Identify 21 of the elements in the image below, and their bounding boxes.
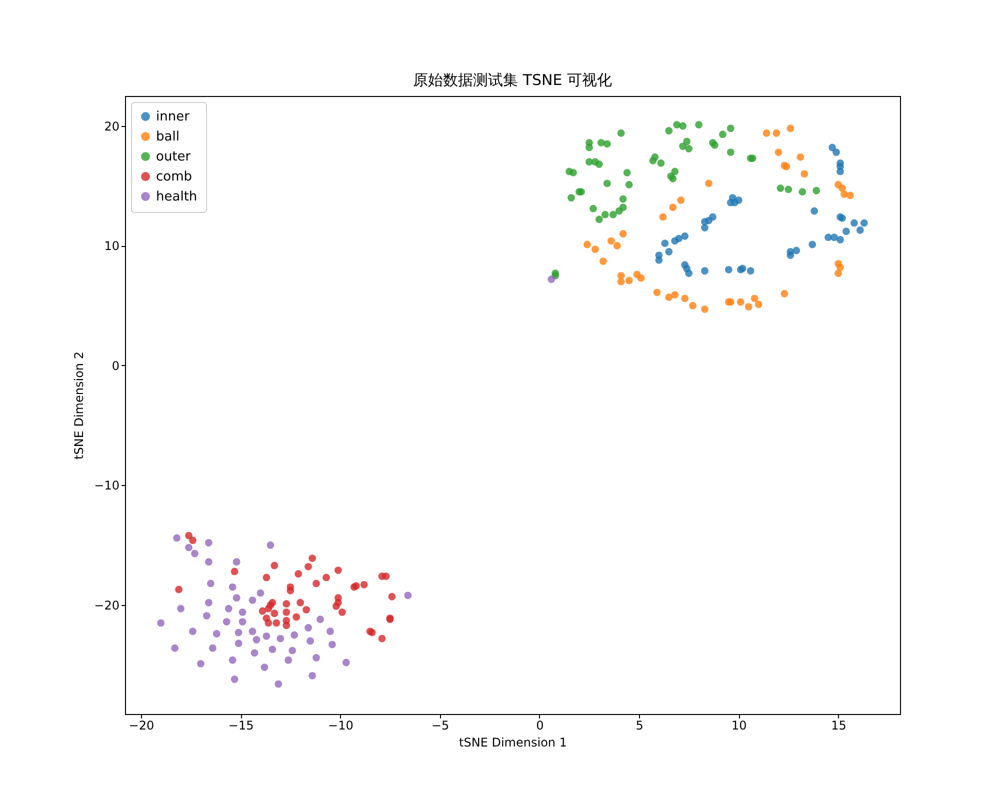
- y-tick-label: 20: [104, 119, 120, 134]
- x-tick-label: 5: [636, 718, 644, 732]
- x-tick-label: 10: [731, 718, 747, 732]
- legend-label: comb: [156, 170, 192, 184]
- y-tick-label: 10: [104, 239, 120, 254]
- legend-label: inner: [156, 110, 190, 124]
- chart-title: 原始数据测试集 TSNE 可视化: [413, 71, 612, 89]
- y-tick-label: −10: [94, 478, 120, 493]
- x-tick-label: 15: [831, 718, 846, 732]
- x-tick-label: −5: [431, 718, 450, 732]
- x-tick-label: −10: [328, 718, 354, 732]
- legend-label: outer: [156, 150, 192, 164]
- x-tick-label: −15: [228, 718, 254, 732]
- x-axis-title: tSNE Dimension 1: [459, 736, 567, 750]
- y-tick-label: −20: [94, 598, 120, 613]
- y-axis-title: tSNE Dimension 2: [72, 352, 86, 460]
- x-tick-label: 0: [536, 718, 544, 732]
- y-tick-label: 0: [112, 358, 120, 373]
- x-tick-label: −20: [128, 718, 154, 732]
- legend-label: health: [156, 190, 198, 204]
- legend-label: ball: [156, 130, 180, 144]
